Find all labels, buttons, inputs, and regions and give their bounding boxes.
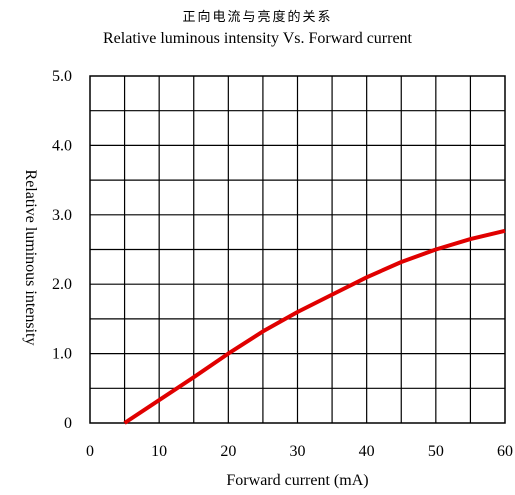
y-tick-label: 5.0 bbox=[52, 68, 72, 85]
y-tick-label: 2.0 bbox=[52, 276, 72, 293]
y-axis-ticks: 0 1.0 2.0 3.0 4.0 5.0 bbox=[52, 68, 72, 432]
x-tick-label: 60 bbox=[497, 443, 513, 460]
x-axis-label: Forward current (mA) bbox=[226, 472, 368, 489]
x-tick-label: 20 bbox=[220, 443, 236, 460]
grid-lines bbox=[90, 76, 505, 423]
x-tick-label: 10 bbox=[151, 443, 167, 460]
chart-title: 正向电流与亮度的关系 bbox=[182, 10, 333, 25]
series-line bbox=[123, 228, 506, 425]
x-tick-label: 0 bbox=[86, 443, 94, 460]
y-tick-label: 0 bbox=[64, 415, 72, 432]
plot-frame bbox=[89, 75, 506, 424]
chart-subtitle: Relative luminous intensity Vs. Forward … bbox=[103, 30, 412, 47]
series-group bbox=[123, 228, 506, 425]
x-tick-label: 40 bbox=[359, 443, 375, 460]
y-tick-label: 4.0 bbox=[52, 137, 72, 154]
y-axis-label: Relative luminous intensity bbox=[22, 170, 39, 346]
x-tick-label: 50 bbox=[428, 443, 444, 460]
x-axis-ticks: 0 10 20 30 40 50 60 bbox=[86, 443, 513, 460]
x-tick-label: 30 bbox=[290, 443, 306, 460]
y-tick-label: 3.0 bbox=[52, 207, 72, 224]
y-tick-label: 1.0 bbox=[52, 346, 72, 363]
